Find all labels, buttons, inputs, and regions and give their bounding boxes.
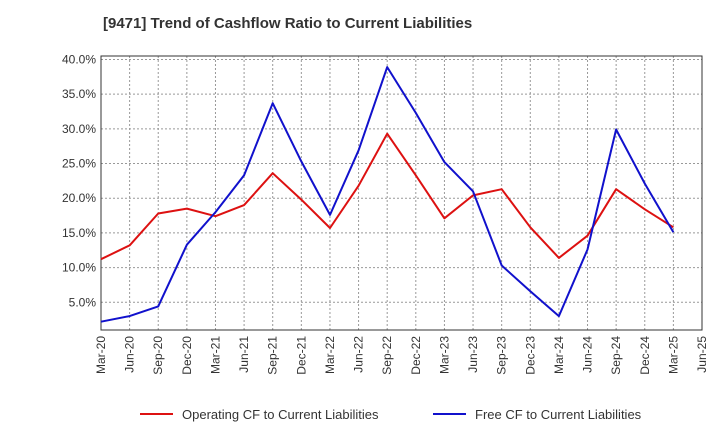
x-tick-label: Mar-23: [437, 336, 451, 374]
x-tick-label: Sep-21: [266, 336, 280, 375]
plot-frame: [100, 55, 703, 331]
x-tick-label: Jun-24: [581, 336, 595, 373]
y-tick-label: 30.0%: [62, 122, 96, 136]
series-line-2: [100, 66, 675, 323]
x-tick-label: Sep-22: [380, 336, 394, 375]
grid: [100, 56, 703, 330]
x-tick-label: Sep-23: [495, 336, 509, 375]
y-tick-label: 35.0%: [62, 87, 96, 101]
x-tick-label: Mar-22: [323, 336, 337, 374]
x-tick-label: Jun-23: [466, 336, 480, 373]
x-tick-label: Sep-20: [151, 336, 165, 375]
y-tick-label: 10.0%: [62, 261, 96, 275]
x-tick-label: Mar-20: [94, 336, 108, 374]
x-tick-label: Dec-20: [180, 336, 194, 375]
x-tick-label: Mar-25: [666, 336, 680, 374]
chart-title: [9471] Trend of Cashflow Ratio to Curren…: [103, 15, 473, 32]
y-tick-label: 25.0%: [62, 157, 96, 171]
legend-label-1: Operating CF to Current Liabilities: [182, 407, 379, 422]
x-tick-label: Jun-20: [123, 336, 137, 373]
legend: Operating CF to Current Liabilities Free …: [140, 407, 642, 422]
x-tick-label: Jun-25: [695, 336, 709, 373]
x-tick-label: Jun-22: [352, 336, 366, 373]
y-tick-label: 15.0%: [62, 226, 96, 240]
x-tick-label: Sep-24: [609, 336, 623, 375]
x-axis: Mar-20 Jun-20 Sep-20 Dec-20 Mar-21 Jun-21 Sep-…: [94, 336, 709, 375]
x-tick-label: Dec-23: [523, 336, 537, 375]
series: [100, 66, 675, 323]
y-tick-label: 5.0%: [69, 295, 97, 309]
y-tick-label: 40.0%: [62, 52, 96, 66]
x-tick-label: Dec-24: [638, 336, 652, 375]
legend-label-2: Free CF to Current Liabilities: [475, 407, 642, 422]
x-tick-label: Dec-22: [409, 336, 423, 375]
series-line-1: [100, 132, 674, 261]
x-tick-label: Mar-21: [208, 336, 222, 374]
x-tick-label: Dec-21: [294, 336, 308, 375]
y-tick-label: 20.0%: [62, 191, 96, 205]
y-axis: 5.0% 10.0% 15.0% 20.0% 25.0% 30.0% 35.0% 40.0%: [62, 52, 96, 309]
x-tick-label: Mar-24: [552, 336, 566, 374]
x-tick-label: Jun-21: [237, 336, 251, 373]
